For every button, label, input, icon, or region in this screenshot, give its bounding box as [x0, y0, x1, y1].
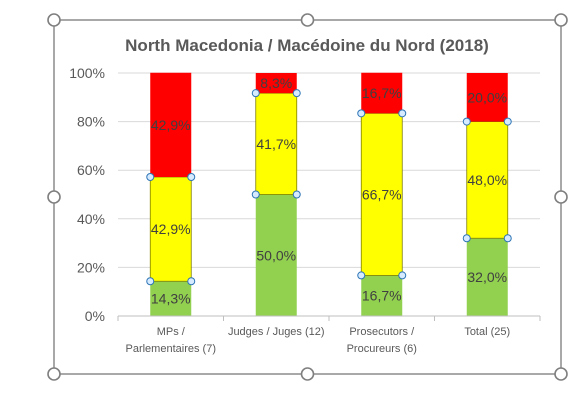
- data-label: 8,3%: [260, 75, 292, 91]
- series-selection-handle[interactable]: [251, 89, 260, 98]
- series-selection-handle[interactable]: [398, 271, 407, 280]
- bar-segment[interactable]: [466, 238, 508, 316]
- y-tick-label: 20%: [77, 259, 105, 275]
- data-label: 16,7%: [362, 85, 402, 101]
- series-selection-handle[interactable]: [187, 277, 196, 286]
- data-labels: 14,3% 42,9% 42,9% 50,0% 41,7% 8,3% 16,7% 66,7% 1…: [151, 75, 507, 307]
- series-selection-handle[interactable]: [357, 271, 366, 280]
- data-label: 20,0%: [467, 89, 507, 105]
- bar-segment[interactable]: [361, 72, 403, 114]
- selection-frame[interactable]: [47, 13, 568, 381]
- series-selection-handle[interactable]: [146, 173, 155, 182]
- bar-segment[interactable]: [360, 112, 403, 276]
- resize-handle[interactable]: [47, 13, 61, 27]
- data-label: 32,0%: [467, 269, 507, 285]
- data-label: 50,0%: [256, 247, 296, 263]
- data-label: 48,0%: [467, 172, 507, 188]
- data-label: 16,7%: [362, 288, 402, 304]
- resize-handle[interactable]: [47, 367, 61, 381]
- series-selection-handle[interactable]: [462, 234, 471, 243]
- y-tick-label: 40%: [77, 211, 105, 227]
- bar-segment[interactable]: [150, 281, 192, 316]
- series-selection-handle[interactable]: [503, 117, 512, 126]
- axes: 0% 20% 40% 60% 80% 100% MPs / Parlementaires (7…: [69, 65, 541, 355]
- data-label: 14,3%: [151, 291, 191, 307]
- bar-segment[interactable]: [466, 73, 508, 122]
- chart-title: North Macedonia / Macédoine du Nord (201…: [125, 36, 489, 55]
- x-tick-label: MPs / Parlementaires (7): [126, 326, 216, 355]
- bar-segment[interactable]: [361, 275, 403, 316]
- x-tick-label: Judges / Juges (12): [228, 326, 325, 338]
- x-tick-label: Prosecutors / Procureurs (6): [347, 326, 417, 355]
- series-selection-handle[interactable]: [292, 190, 301, 199]
- x-tick-label: Total (25): [464, 326, 510, 338]
- resize-handle[interactable]: [554, 13, 568, 27]
- y-tick-label: 60%: [77, 162, 105, 178]
- bar-segment[interactable]: [466, 121, 509, 239]
- series-selection-handle[interactable]: [292, 89, 301, 98]
- series-selection-handle[interactable]: [146, 277, 155, 286]
- resize-handle[interactable]: [47, 190, 61, 204]
- series-selection-handle[interactable]: [357, 109, 366, 118]
- series-selection-handle[interactable]: [503, 234, 512, 243]
- y-tick-label: 0%: [85, 308, 105, 324]
- data-label: 66,7%: [362, 186, 402, 202]
- series-selection-handle[interactable]: [187, 173, 196, 182]
- y-tick-label: 80%: [77, 114, 105, 130]
- data-label: 42,9%: [151, 221, 191, 237]
- resize-handle[interactable]: [300, 13, 315, 27]
- resize-handle[interactable]: [300, 367, 315, 381]
- series-selection-handle[interactable]: [462, 117, 471, 126]
- resize-handle[interactable]: [554, 190, 568, 204]
- bar-segment[interactable]: [255, 194, 297, 317]
- data-label: 41,7%: [256, 136, 296, 152]
- bar-segment[interactable]: [150, 72, 192, 178]
- series-selection-handle[interactable]: [398, 109, 407, 118]
- plot-area[interactable]: [149, 72, 509, 317]
- bar-segment[interactable]: [149, 176, 192, 282]
- bar-segment[interactable]: [255, 73, 297, 94]
- data-label: 42,9%: [151, 117, 191, 133]
- resize-handle[interactable]: [554, 367, 568, 381]
- y-tick-label: 100%: [69, 65, 105, 81]
- series-selection-handle[interactable]: [251, 190, 260, 199]
